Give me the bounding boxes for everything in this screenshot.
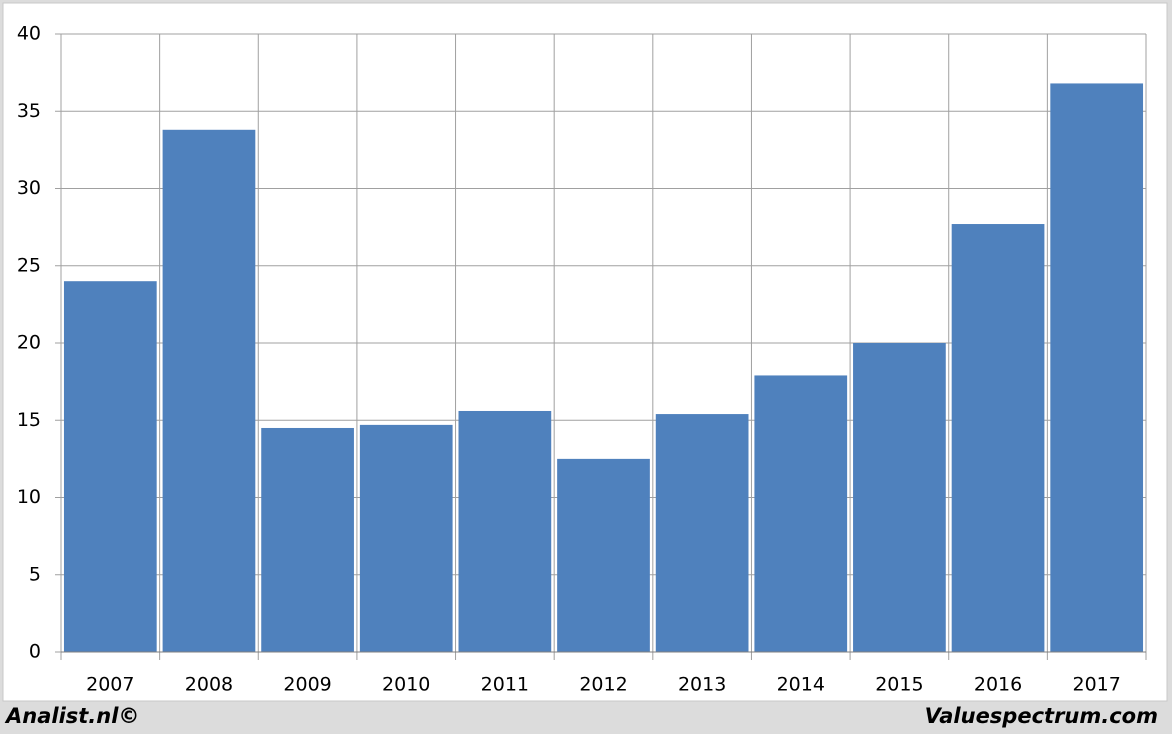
y-tick-label: 30 [17, 177, 41, 199]
x-tick-label: 2017 [1073, 674, 1121, 696]
bar [63, 281, 157, 652]
y-tick-label: 15 [17, 409, 41, 431]
bar [162, 129, 256, 653]
bar [261, 427, 354, 652]
x-tick-label: 2007 [86, 674, 134, 696]
bar [458, 410, 552, 652]
bar [951, 224, 1045, 652]
bar [853, 343, 946, 652]
y-tick-label: 20 [17, 332, 41, 354]
y-tick-label: 40 [17, 23, 41, 45]
bar [557, 458, 650, 652]
x-tick-label: 2008 [185, 674, 233, 696]
x-tick-label: 2013 [678, 674, 726, 696]
x-tick-label: 2014 [777, 674, 825, 696]
y-tick-label: 25 [17, 254, 41, 276]
x-tick-label: 2011 [481, 674, 529, 696]
y-tick-label: 10 [17, 486, 41, 508]
bar [655, 414, 749, 652]
bar [359, 424, 453, 652]
x-tick-label: 2015 [875, 674, 923, 696]
bar [1050, 83, 1144, 652]
source-right: Valuespectrum.com [925, 704, 1158, 728]
source-left: Analist.nl© [4, 704, 139, 728]
x-tick-label: 2012 [579, 674, 627, 696]
y-tick-label: 0 [29, 641, 41, 663]
y-tick-label: 5 [29, 563, 41, 585]
x-tick-label: 2010 [382, 674, 430, 696]
bar [754, 375, 848, 652]
x-tick-label: 2016 [974, 674, 1022, 696]
y-tick-label: 35 [17, 100, 41, 122]
x-tick-label: 2009 [283, 674, 331, 696]
